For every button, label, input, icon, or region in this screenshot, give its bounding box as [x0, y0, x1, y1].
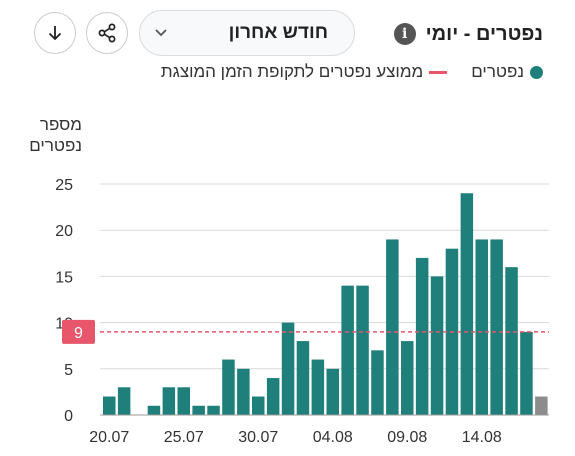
- period-select-value: חודש אחרון: [228, 22, 328, 43]
- download-icon: [48, 26, 62, 41]
- y-tick-label: 25: [55, 177, 73, 194]
- bar: [430, 276, 444, 415]
- y-tick-label: 20: [55, 223, 73, 240]
- average-badge: [62, 319, 95, 344]
- x-tick-label: 09.08: [387, 429, 427, 446]
- x-tick-label: 30.07: [238, 429, 278, 446]
- bar: [326, 368, 339, 415]
- share-icon: [98, 23, 116, 43]
- bar: [535, 396, 548, 415]
- bar: [266, 378, 280, 415]
- bar: [192, 405, 205, 415]
- y-tick-label: 0: [64, 408, 73, 425]
- bar: [460, 193, 474, 415]
- bar: [401, 341, 414, 415]
- bar: [356, 285, 369, 415]
- x-tick-label: 25.07: [164, 429, 204, 446]
- chevron-down-icon: [155, 29, 167, 37]
- bar: [252, 396, 265, 415]
- bar: [520, 331, 533, 415]
- y-axis-title: מספר נפטרים: [29, 115, 82, 155]
- period-select[interactable]: חודש אחרון: [139, 10, 355, 56]
- bar: [222, 359, 235, 415]
- share-button[interactable]: [86, 12, 128, 54]
- chart-header: נפטרים - יומי i: [393, 18, 543, 50]
- bar: [147, 405, 161, 415]
- x-tick-label: 14.08: [462, 429, 502, 446]
- download-button[interactable]: [34, 12, 76, 54]
- bar: [490, 239, 503, 415]
- x-tick-label: 04.08: [313, 429, 353, 446]
- legend-average-marker: [429, 70, 448, 74]
- average-value-label: 9: [74, 325, 83, 342]
- bar: [281, 322, 295, 415]
- bar: [103, 396, 116, 415]
- y-tick-label: 15: [55, 269, 73, 286]
- x-tick-label: 20.07: [89, 429, 129, 446]
- legend-deaths-marker: [530, 65, 543, 79]
- bar: [207, 405, 220, 415]
- bar: [415, 257, 429, 415]
- bar: [237, 368, 250, 415]
- info-icon[interactable]: i: [393, 23, 416, 45]
- legend-average-label: ממוצע נפטרים לתקופת הזמן המוצגת: [160, 62, 424, 81]
- chart-title: נפטרים - יומי: [425, 22, 543, 45]
- bar: [371, 350, 384, 415]
- bar: [177, 387, 190, 415]
- bar: [505, 267, 518, 415]
- bar: [475, 239, 488, 415]
- bar: [341, 285, 354, 415]
- chart-legend: נפטרים ממוצע נפטרים לתקופת הזמן המוצגת: [161, 62, 543, 82]
- bar: [296, 341, 310, 415]
- y-tick-label: 5: [64, 362, 73, 379]
- bar: [117, 387, 131, 415]
- bar: [386, 239, 399, 415]
- legend-deaths-label: נפטרים: [471, 62, 524, 81]
- bar: [311, 359, 325, 415]
- bar: [162, 387, 176, 415]
